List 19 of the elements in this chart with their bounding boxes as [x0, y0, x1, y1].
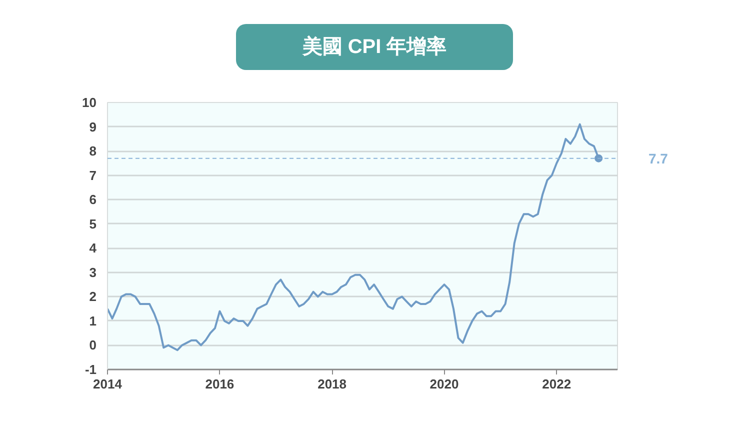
y-tick-label: 6 [89, 192, 97, 208]
x-tick-label: 2018 [318, 376, 347, 392]
y-tick-label: 8 [89, 144, 97, 159]
x-tick-label: 2020 [430, 376, 459, 392]
x-tick-label: 2022 [542, 376, 572, 392]
y-tick-label: 5 [89, 216, 97, 232]
y-tick-label: 3 [89, 264, 97, 280]
y-tick-label: 4 [89, 240, 98, 256]
y-tick-label: 0 [89, 338, 97, 353]
y-tick-label: 9 [89, 119, 97, 134]
y-tick-label: 10 [82, 95, 97, 110]
y-tick-label: 7 [89, 168, 97, 183]
y-tick-label: 2 [89, 289, 97, 304]
y-tick-label: -1 [84, 362, 97, 377]
ref-line-label: 7.7 [648, 150, 668, 166]
y-tick-label: 1 [89, 313, 97, 328]
chart-title: 美國 CPI 年增率 [236, 24, 513, 70]
x-tick-label: 2014 [93, 376, 123, 392]
x-tick-label: 2016 [205, 376, 234, 392]
